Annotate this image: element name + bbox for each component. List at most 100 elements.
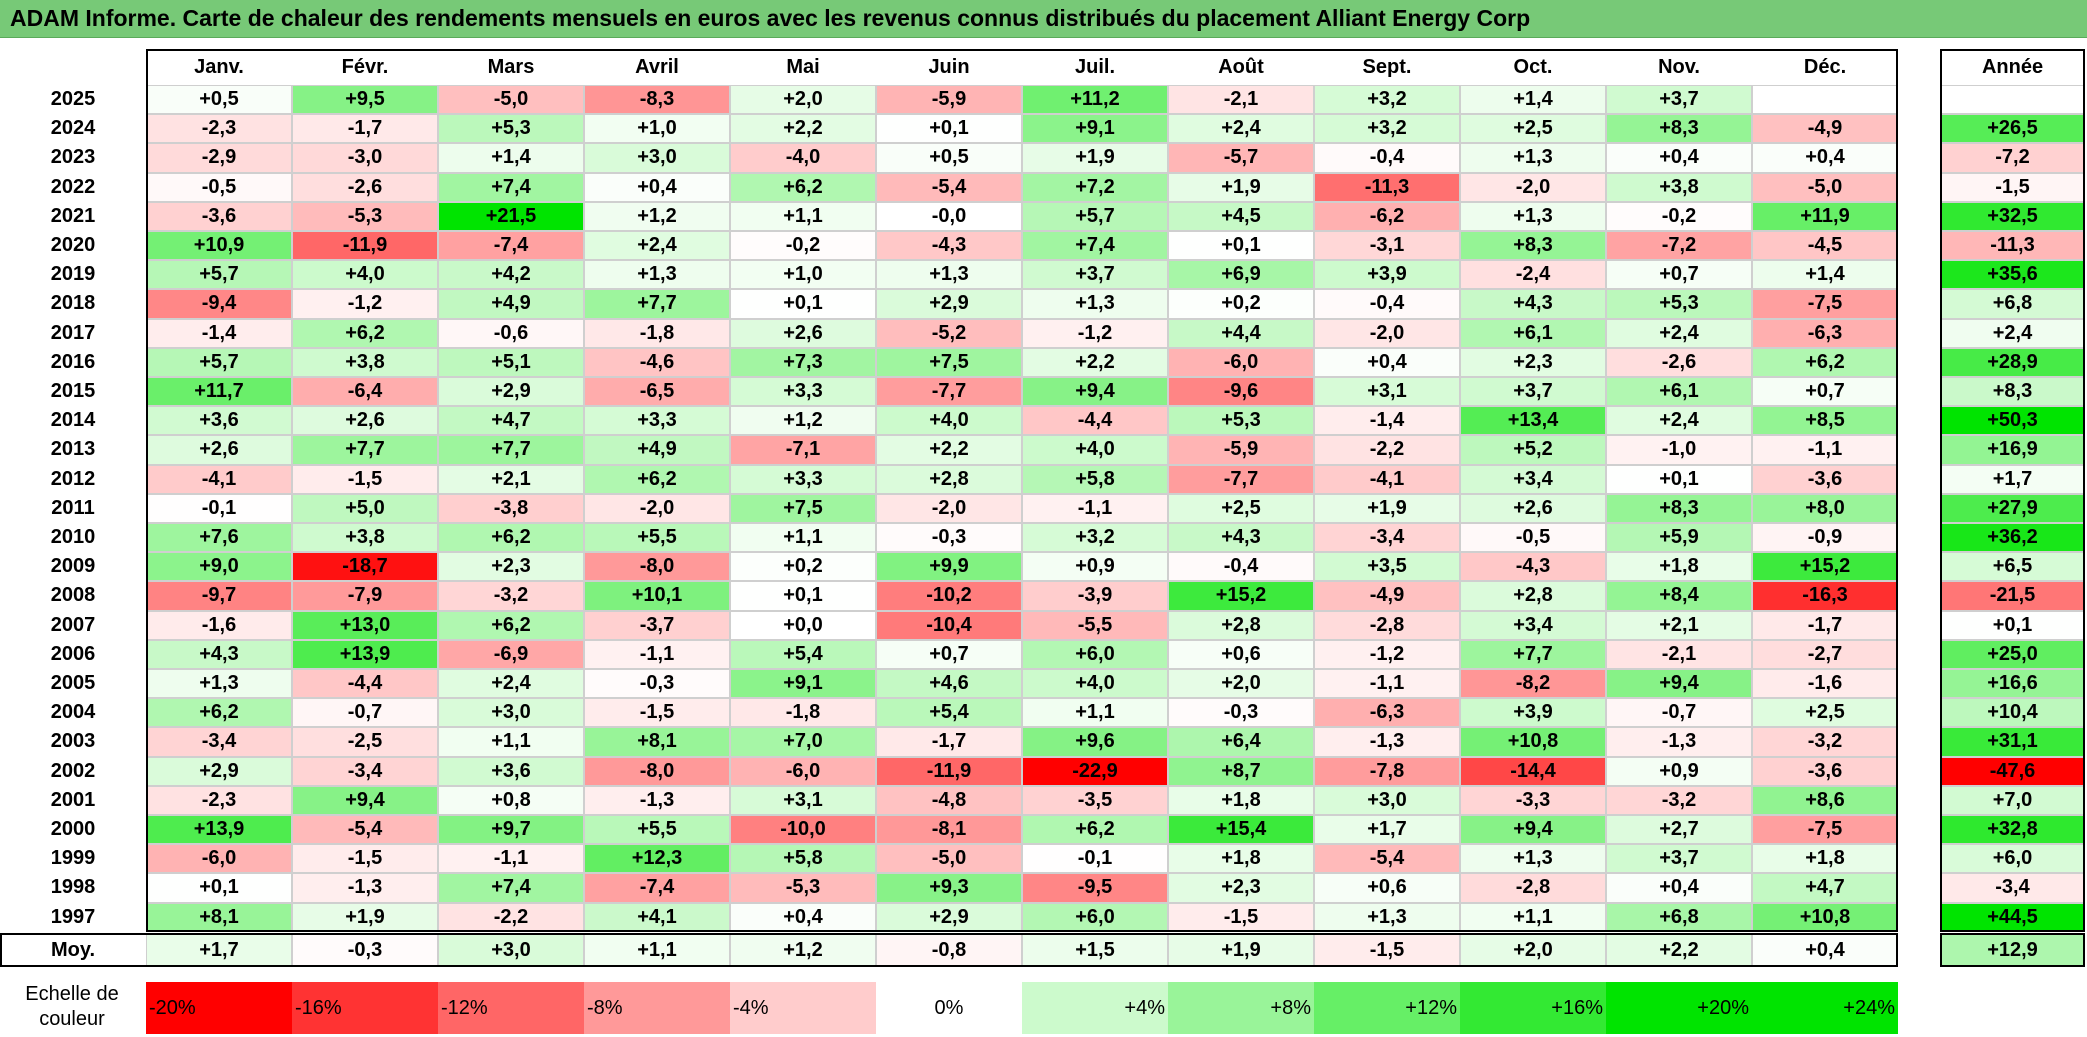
heatmap-cell: +6,2 [1752,347,1898,377]
heatmap-cell: -2,8 [1314,610,1460,640]
heatmap-cell: -2,0 [584,493,730,523]
heatmap-cell: -11,3 [1314,172,1460,202]
heatmap-cell: +0,8 [438,785,584,815]
heatmap-cell: +1,8 [1752,844,1898,874]
heatmap-cell: -3,3 [1460,785,1606,815]
heatmap-cell: +9,4 [1606,669,1752,699]
heatmap-cell: -4,5 [1752,231,1898,261]
annual-cell: +28,9 [1940,347,2085,377]
heatmap-cell: -0,7 [1606,698,1752,728]
heatmap-cell: +13,4 [1460,406,1606,436]
heatmap-cell: +5,2 [1460,435,1606,465]
year-label: 1997 [50,905,96,928]
heatmap-cell: -5,0 [1752,172,1898,202]
heatmap-cell: -2,0 [1314,318,1460,348]
heatmap-cell: -3,5 [1022,785,1168,815]
heatmap-cell: -5,9 [1168,435,1314,465]
heatmap-cell: -4,6 [584,347,730,377]
heatmap-cell: +3,3 [584,406,730,436]
heatmap-cell: +2,8 [876,464,1022,494]
heatmap-cell: -1,3 [292,873,438,903]
heatmap-cell: -9,5 [1022,873,1168,903]
heatmap-cell: +1,3 [1460,844,1606,874]
year-label: 2016 [50,350,96,373]
average-cell: +2,0 [1460,933,1606,967]
heatmap-cell: +10,8 [1752,902,1898,932]
heatmap-cell: +1,0 [584,114,730,144]
heatmap-cell: -1,6 [1752,669,1898,699]
heatmap-cell: -6,5 [584,377,730,407]
legend-swatch: +16% [1460,982,1606,1034]
heatmap-cell: -7,4 [438,231,584,261]
heatmap-cell: +13,9 [292,639,438,669]
month-header: Mars [487,56,535,78]
heatmap-cell: -2,6 [1606,347,1752,377]
heatmap-cell: +13,9 [146,815,292,845]
year-label: 2020 [50,234,96,256]
month-header: Juil. [1074,56,1115,78]
heatmap-cell: +0,0 [730,610,876,640]
heatmap-cell: +9,7 [438,815,584,845]
heatmap-cell: -1,2 [1022,318,1168,348]
heatmap-cell: -0,5 [1460,523,1606,553]
heatmap-cell: +5,7 [1022,201,1168,231]
year-label: 2012 [50,467,96,490]
heatmap-cell: -6,3 [1314,698,1460,728]
heatmap-cell: +15,2 [1752,552,1898,582]
heatmap-cell: -2,2 [438,902,584,932]
month-header: Mai [786,56,820,78]
heatmap-cell: -1,6 [146,610,292,640]
heatmap-cell: -1,7 [292,114,438,144]
heatmap-cell: +6,4 [1168,727,1314,757]
heatmap-cell: +1,3 [876,260,1022,290]
heatmap-cell: +9,9 [876,552,1022,582]
heatmap-cell: -1,1 [438,844,584,874]
month-header: Févr. [341,56,389,78]
heatmap-cell: +3,8 [1606,172,1752,202]
heatmap-cell: +5,3 [1168,406,1314,436]
year-label: 2006 [50,642,96,665]
heatmap-cell: +2,4 [1168,114,1314,144]
heatmap-cell: +7,7 [438,435,584,465]
year-label: 2002 [50,759,96,782]
heatmap-cell: -5,4 [292,815,438,845]
heatmap-cell: +7,5 [730,493,876,523]
heatmap-cell: +4,0 [1022,435,1168,465]
chart-title: ADAM Informe. Carte de chaleur des rende… [10,5,1531,31]
heatmap-cell: +8,6 [1752,785,1898,815]
heatmap-cell: +2,8 [1460,581,1606,611]
annual-header: Année [1981,56,2044,78]
heatmap-cell: +3,2 [1314,114,1460,144]
annual-cell: +1,7 [1940,464,2085,494]
heatmap-cell: -1,8 [584,318,730,348]
heatmap-cell: +0,2 [1168,289,1314,319]
heatmap-cell: +2,4 [438,669,584,699]
heatmap-cell: +0,4 [1314,347,1460,377]
annual-cell: +32,5 [1940,201,2085,231]
heatmap-cell: -11,9 [292,231,438,261]
heatmap-cell: -1,3 [1606,727,1752,757]
heatmap-cell: +2,2 [1022,347,1168,377]
heatmap-cell: -1,1 [1022,493,1168,523]
year-label: 2008 [50,584,96,607]
heatmap-cell: +4,6 [876,669,1022,699]
heatmap-cell: -1,1 [1314,669,1460,699]
heatmap-cell: +9,6 [1022,727,1168,757]
heatmap-cell: -1,5 [1168,902,1314,932]
heatmap-cell: +6,1 [1460,318,1606,348]
heatmap-cell: -6,0 [1168,347,1314,377]
annual-cell: +31,1 [1940,727,2085,757]
heatmap-cell: -1,4 [146,318,292,348]
heatmap-cell: -2,3 [146,114,292,144]
heatmap-cell: +2,3 [1460,347,1606,377]
heatmap-cell: -2,8 [1460,873,1606,903]
heatmap-cell: +9,5 [292,85,438,115]
heatmap-cell: -22,9 [1022,756,1168,786]
heatmap-cell: +3,2 [1314,85,1460,115]
heatmap-cell: -4,1 [1314,464,1460,494]
heatmap-cell: -5,3 [730,873,876,903]
heatmap-cell: +12,3 [584,844,730,874]
heatmap-cell: +6,2 [292,318,438,348]
annual-cell: +27,9 [1940,493,2085,523]
heatmap-cell: +5,4 [876,698,1022,728]
